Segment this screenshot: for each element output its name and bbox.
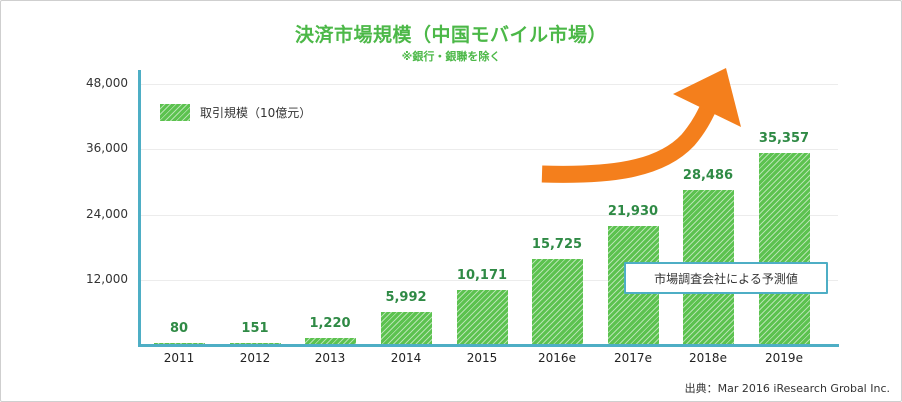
legend: 取引規模（10億元） <box>160 104 311 121</box>
forecast-callout: 市場調査会社による予測値 <box>624 262 828 294</box>
x-tick-label: 2016e <box>538 351 576 365</box>
bar <box>305 338 356 345</box>
bar-value-label: 1,220 <box>309 316 351 331</box>
bar <box>532 259 583 345</box>
x-tick-label: 2018e <box>689 351 727 365</box>
legend-swatch-icon <box>160 104 190 121</box>
y-tick-label: 24,000 <box>86 207 128 221</box>
gridline-24000 <box>141 215 838 216</box>
x-tick-label: 2015 <box>466 351 498 365</box>
x-axis <box>138 344 839 347</box>
bar-value-label: 21,930 <box>607 204 659 219</box>
bar-value-label: 10,171 <box>456 268 508 283</box>
chart-title: 決済市場規模（中国モバイル市場） <box>294 24 607 46</box>
bar-value-label: 28,486 <box>682 168 734 183</box>
bar <box>759 153 810 345</box>
bar <box>381 312 432 345</box>
x-tick-label: 2014 <box>390 351 422 365</box>
x-tick-label: 2017e <box>614 351 652 365</box>
y-axis <box>138 70 141 347</box>
gridline-48000 <box>141 84 838 85</box>
bar-value-label: 151 <box>241 321 269 336</box>
bar-value-label: 35,357 <box>758 131 810 146</box>
source-note: 出典：Mar 2016 iResearch Grobal Inc. <box>684 382 890 395</box>
bar <box>457 290 508 345</box>
bar-value-label: 80 <box>169 321 189 336</box>
x-tick-label: 2013 <box>314 351 346 365</box>
gridline-12000 <box>141 280 838 281</box>
chart-subtitle: ※銀行・銀聯を除く <box>401 50 501 63</box>
x-tick-label: 2011 <box>163 351 195 365</box>
y-tick-label: 48,000 <box>86 76 128 90</box>
bar-value-label: 15,725 <box>531 237 583 252</box>
x-tick-label: 2012 <box>239 351 271 365</box>
gridline-36000 <box>141 149 838 150</box>
legend-label: 取引規模（10億元） <box>200 106 312 120</box>
bar-value-label: 5,992 <box>385 290 427 305</box>
y-tick-label: 12,000 <box>86 272 128 286</box>
y-tick-label: 36,000 <box>86 141 128 155</box>
callout-text: 市場調査会社による予測値 <box>654 271 798 286</box>
x-tick-label: 2019e <box>765 351 803 365</box>
